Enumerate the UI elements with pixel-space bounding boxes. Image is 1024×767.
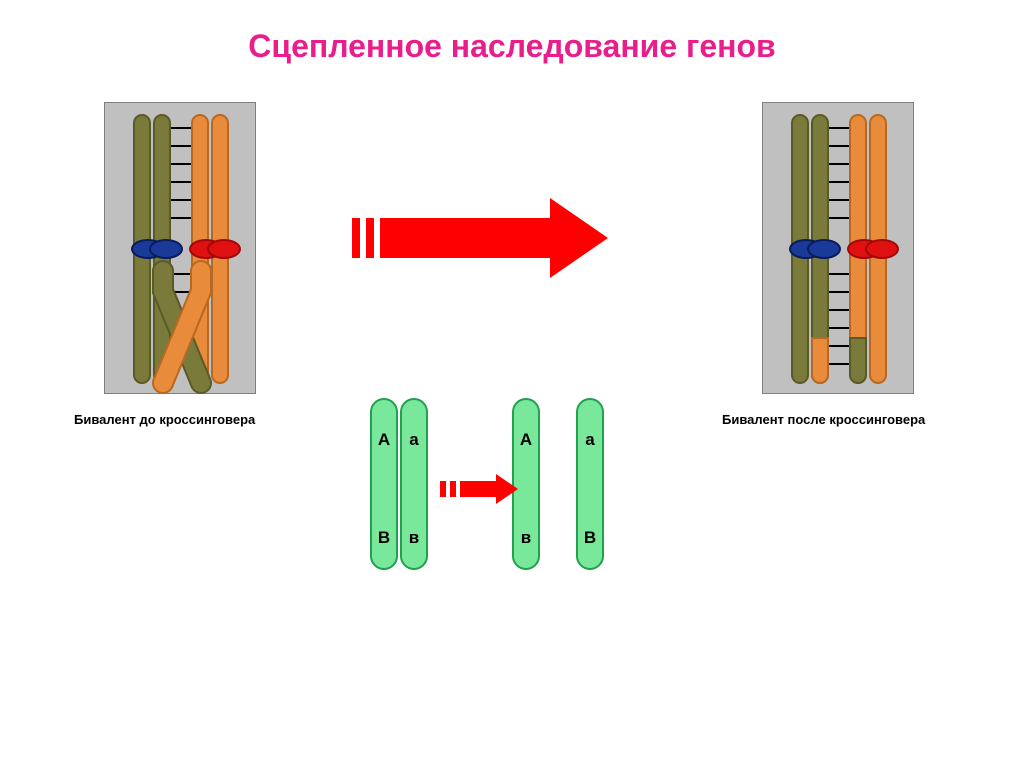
- recombined-segment: [849, 337, 867, 384]
- allele-label: в: [402, 528, 426, 548]
- page-title: Сцепленное наследование генов: [0, 0, 1024, 65]
- pairing-tick: [829, 327, 849, 329]
- allele-chromosome: аB: [576, 398, 604, 570]
- recombined-segment: [811, 337, 829, 384]
- allele-label: а: [578, 430, 602, 450]
- title-text: Сцепленное наследование генов: [248, 28, 775, 64]
- allele-chromosome: AB: [370, 398, 398, 570]
- allele-label: A: [372, 430, 396, 450]
- centromere-blue: [807, 239, 841, 259]
- arrow-pre-icon: [366, 218, 374, 258]
- allele-chromosome: ав: [400, 398, 428, 570]
- allele-label: а: [402, 430, 426, 450]
- centromere-red: [865, 239, 899, 259]
- pairing-tick: [829, 291, 849, 293]
- pairing-tick: [829, 145, 849, 147]
- caption-after: Бивалент после кроссинговера: [722, 412, 925, 427]
- arrow-pre-icon: [440, 481, 446, 497]
- bivalent-before-panel: [104, 102, 256, 394]
- allele-label: A: [514, 430, 538, 450]
- arrow-shaft: [460, 481, 496, 497]
- caption-before: Бивалент до кроссинговера: [74, 412, 255, 427]
- centromere-blue: [149, 239, 183, 259]
- arrow-pre-icon: [352, 218, 360, 258]
- pairing-tick: [829, 363, 849, 365]
- pairing-tick: [829, 273, 849, 275]
- arrow-shaft: [380, 218, 550, 258]
- pairing-tick: [829, 127, 849, 129]
- pairing-tick: [829, 181, 849, 183]
- bivalent-after-panel: [762, 102, 914, 394]
- arrow-head-icon: [550, 198, 608, 278]
- centromere-red: [207, 239, 241, 259]
- arrow-head-icon: [496, 474, 518, 504]
- allele-label: B: [372, 528, 396, 548]
- pairing-tick: [829, 309, 849, 311]
- allele-label: B: [578, 528, 602, 548]
- pairing-tick: [829, 199, 849, 201]
- pairing-tick: [829, 345, 849, 347]
- arrow-pre-icon: [450, 481, 456, 497]
- pairing-tick: [829, 163, 849, 165]
- allele-label: в: [514, 528, 538, 548]
- pairing-tick: [829, 217, 849, 219]
